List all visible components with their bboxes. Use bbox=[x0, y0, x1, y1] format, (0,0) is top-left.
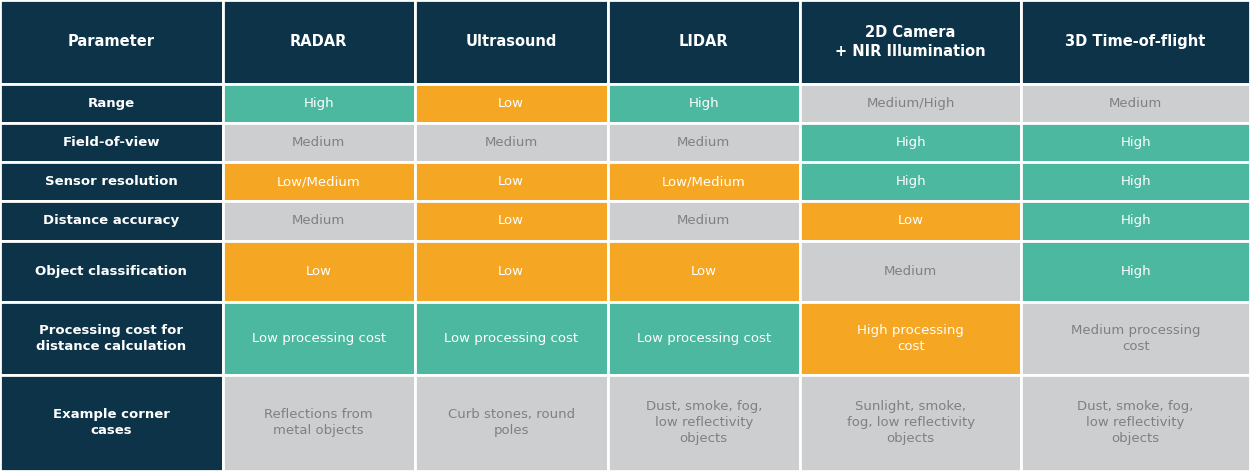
Text: Dust, smoke, fog,
low reflectivity
objects: Dust, smoke, fog, low reflectivity objec… bbox=[645, 400, 762, 446]
Bar bbox=[1021, 84, 1250, 123]
Text: Low/Medium: Low/Medium bbox=[662, 175, 745, 188]
Bar bbox=[1021, 202, 1250, 241]
Text: High: High bbox=[895, 175, 926, 188]
Bar bbox=[0, 0, 222, 84]
Text: Low: Low bbox=[499, 97, 524, 110]
Text: Distance accuracy: Distance accuracy bbox=[44, 214, 179, 227]
Bar bbox=[800, 123, 1021, 162]
Bar bbox=[800, 241, 1021, 302]
Text: Medium: Medium bbox=[292, 136, 345, 149]
Text: High: High bbox=[1120, 265, 1151, 278]
Text: Curb stones, round
poles: Curb stones, round poles bbox=[448, 408, 575, 438]
Text: High: High bbox=[304, 97, 334, 110]
Bar bbox=[415, 0, 608, 84]
Text: LIDAR: LIDAR bbox=[679, 34, 729, 49]
Bar bbox=[0, 123, 222, 162]
Bar bbox=[222, 123, 415, 162]
Bar bbox=[0, 202, 222, 241]
Bar bbox=[608, 202, 800, 241]
Text: Low: Low bbox=[499, 175, 524, 188]
Bar bbox=[415, 123, 608, 162]
Bar bbox=[415, 302, 608, 375]
Bar bbox=[415, 162, 608, 202]
Bar bbox=[800, 84, 1021, 123]
Bar bbox=[0, 162, 222, 202]
Text: Medium: Medium bbox=[485, 136, 538, 149]
Bar bbox=[1021, 241, 1250, 302]
Text: Sunlight, smoke,
fog, low reflectivity
objects: Sunlight, smoke, fog, low reflectivity o… bbox=[846, 400, 975, 446]
Bar bbox=[0, 84, 222, 123]
Text: Low: Low bbox=[499, 265, 524, 278]
Text: Field-of-view: Field-of-view bbox=[62, 136, 160, 149]
Text: Low: Low bbox=[306, 265, 331, 278]
Text: High: High bbox=[1120, 136, 1151, 149]
Bar bbox=[608, 302, 800, 375]
Bar bbox=[1021, 302, 1250, 375]
Text: Low: Low bbox=[691, 265, 716, 278]
Bar bbox=[222, 302, 415, 375]
Text: 2D Camera
+ NIR Illumination: 2D Camera + NIR Illumination bbox=[835, 25, 986, 59]
Text: Range: Range bbox=[88, 97, 135, 110]
Text: Medium processing
cost: Medium processing cost bbox=[1071, 324, 1200, 353]
Bar bbox=[608, 241, 800, 302]
Bar bbox=[222, 375, 415, 471]
Text: High processing
cost: High processing cost bbox=[858, 324, 964, 353]
Bar bbox=[1021, 375, 1250, 471]
Text: Medium/High: Medium/High bbox=[866, 97, 955, 110]
Text: Parameter: Parameter bbox=[68, 34, 155, 49]
Bar bbox=[415, 375, 608, 471]
Text: Reflections from
metal objects: Reflections from metal objects bbox=[265, 408, 372, 438]
Text: Example corner
cases: Example corner cases bbox=[52, 408, 170, 438]
Bar bbox=[1021, 0, 1250, 84]
Text: High: High bbox=[1120, 214, 1151, 227]
Bar bbox=[1021, 162, 1250, 202]
Bar bbox=[608, 84, 800, 123]
Bar bbox=[608, 162, 800, 202]
Bar bbox=[415, 202, 608, 241]
Bar bbox=[222, 0, 415, 84]
Text: 3D Time-of-flight: 3D Time-of-flight bbox=[1065, 34, 1206, 49]
Text: High: High bbox=[689, 97, 719, 110]
Bar bbox=[222, 241, 415, 302]
Bar bbox=[608, 0, 800, 84]
Bar bbox=[1021, 123, 1250, 162]
Bar bbox=[608, 375, 800, 471]
Text: RADAR: RADAR bbox=[290, 34, 348, 49]
Bar bbox=[415, 241, 608, 302]
Bar bbox=[800, 202, 1021, 241]
Text: High: High bbox=[1120, 175, 1151, 188]
Bar bbox=[800, 162, 1021, 202]
Text: Medium: Medium bbox=[1109, 97, 1162, 110]
Bar bbox=[800, 375, 1021, 471]
Text: Low/Medium: Low/Medium bbox=[278, 175, 361, 188]
Bar bbox=[222, 162, 415, 202]
Bar bbox=[0, 302, 222, 375]
Text: Low processing cost: Low processing cost bbox=[251, 332, 386, 345]
Text: Low processing cost: Low processing cost bbox=[636, 332, 771, 345]
Bar bbox=[222, 202, 415, 241]
Text: Ultrasound: Ultrasound bbox=[465, 34, 558, 49]
Bar bbox=[0, 375, 222, 471]
Bar bbox=[222, 84, 415, 123]
Text: Medium: Medium bbox=[884, 265, 938, 278]
Text: Processing cost for
distance calculation: Processing cost for distance calculation bbox=[36, 324, 186, 353]
Bar bbox=[800, 302, 1021, 375]
Text: Low: Low bbox=[499, 214, 524, 227]
Text: Medium: Medium bbox=[678, 214, 730, 227]
Bar bbox=[800, 0, 1021, 84]
Text: High: High bbox=[895, 136, 926, 149]
Text: Sensor resolution: Sensor resolution bbox=[45, 175, 177, 188]
Text: Low processing cost: Low processing cost bbox=[444, 332, 579, 345]
Text: Medium: Medium bbox=[678, 136, 730, 149]
Bar bbox=[415, 84, 608, 123]
Text: Dust, smoke, fog,
low reflectivity
objects: Dust, smoke, fog, low reflectivity objec… bbox=[1078, 400, 1194, 446]
Text: Object classification: Object classification bbox=[35, 265, 188, 278]
Text: Medium: Medium bbox=[292, 214, 345, 227]
Bar bbox=[608, 123, 800, 162]
Bar bbox=[0, 241, 222, 302]
Text: Low: Low bbox=[898, 214, 924, 227]
